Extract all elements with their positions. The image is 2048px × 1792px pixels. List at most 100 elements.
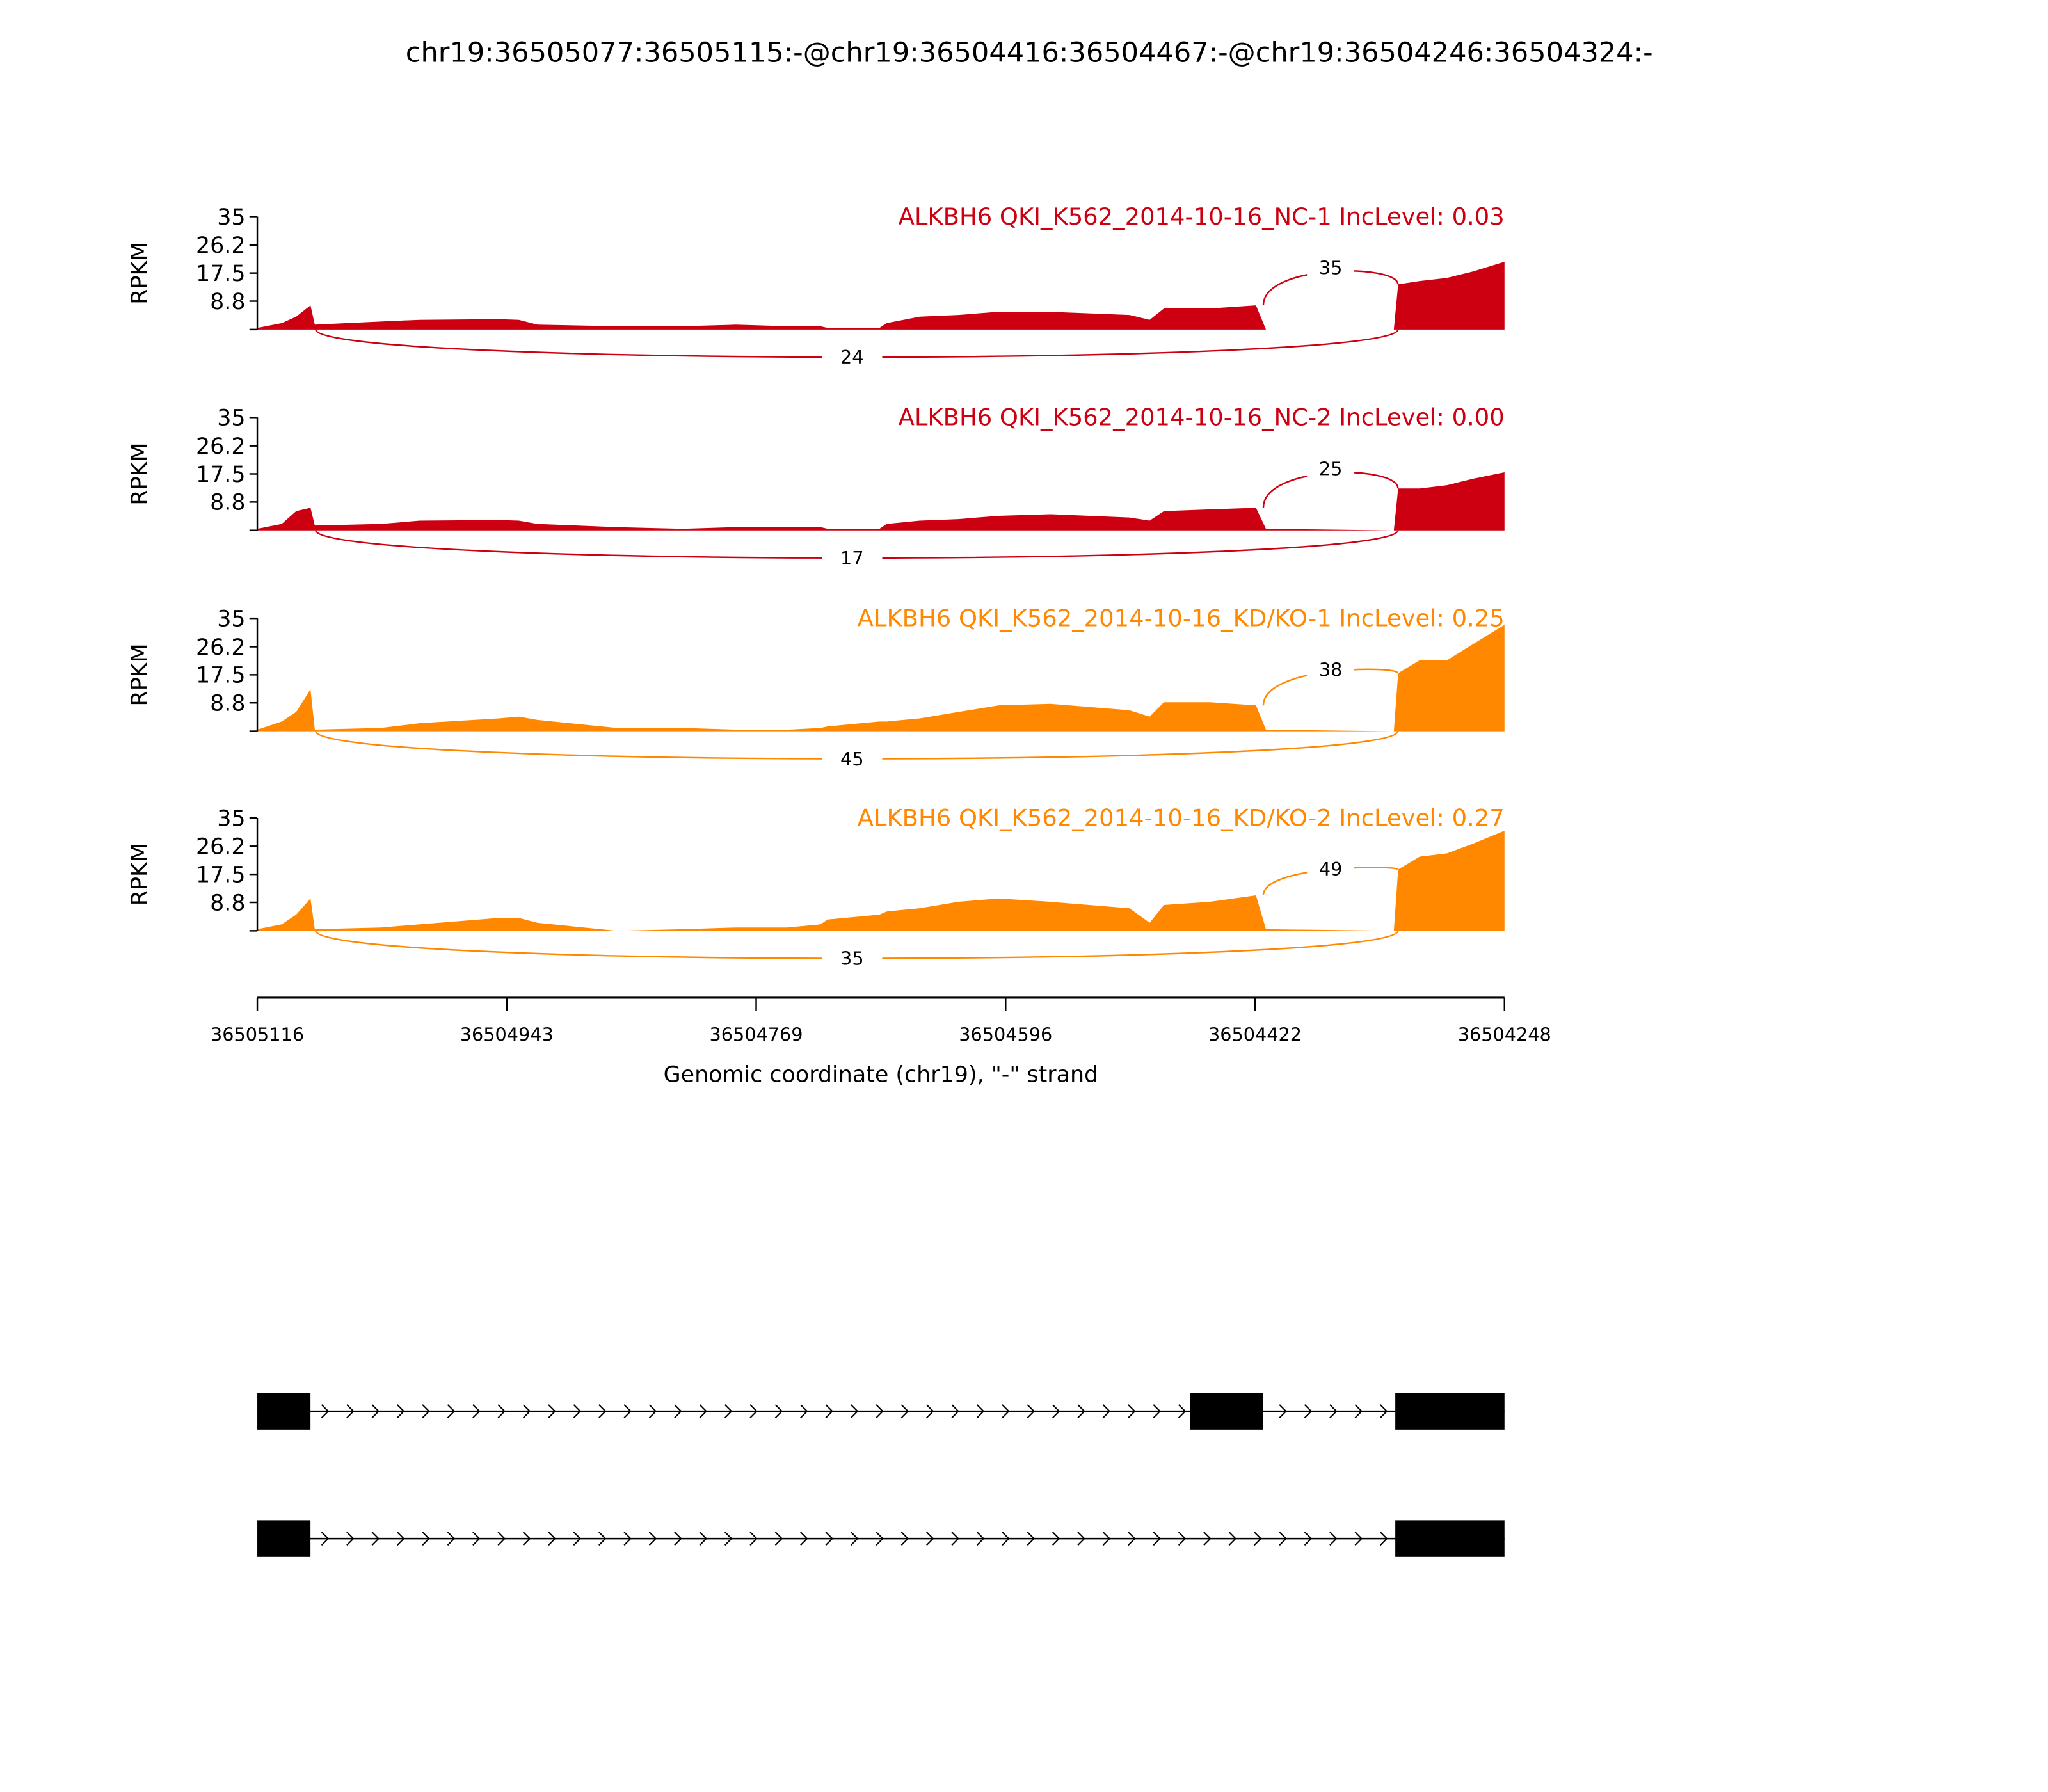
junction-label-bg [822,546,883,570]
y-tick-label: 8.8 [210,691,245,717]
y-axis-label: RPKM [127,442,153,505]
track-label: ALKBH6 QKI_K562_2014-10-16_NC-2 IncLevel… [899,404,1505,431]
strand-arrow-icon [876,1532,884,1546]
y-tick-label: 35 [217,205,245,230]
x-axis: 36505116 36504943 36504769 36504596 36504422… [211,996,1551,1046]
x-tick-label: 36504596 [959,1024,1052,1046]
inclusion-junction-count: 49 [1319,858,1343,880]
strand-arrow-icon [1077,1404,1085,1419]
strand-arrow-icon [346,1532,355,1546]
strand-arrow-icon [1228,1532,1237,1546]
strand-arrow-icon [548,1404,556,1419]
junction-label-bg [1307,854,1355,881]
strand-arrow-icon [749,1404,758,1419]
strand-arrow-icon [1102,1404,1111,1419]
strand-arrow-icon [825,1404,833,1419]
strand-arrow-icon [522,1404,531,1419]
coverage-area [257,262,1505,330]
coverage-area [257,472,1505,531]
strand-arrow-icon [926,1532,934,1546]
y-axis-label: RPKM [127,242,153,305]
strand-arrow-icon [900,1532,909,1546]
x-tick-label: 36504769 [709,1024,803,1046]
inclusion-junction-count: 35 [1319,257,1343,279]
strand-arrow-icon [573,1404,582,1419]
strand-arrow-icon [1077,1532,1085,1546]
strand-arrow-icon [825,1532,833,1546]
x-tick-label: 36505116 [211,1024,304,1046]
y-tick-label: 35 [217,406,245,431]
exon-block [257,1393,311,1430]
skipping-junction-count: 35 [840,948,864,970]
x-axis-label: Genomic coordinate (chr19), "-" strand [664,1062,1099,1087]
strand-arrow-icon [1329,1404,1338,1419]
strand-arrow-icon [976,1532,985,1546]
exon-block [1395,1393,1505,1430]
strand-arrow-icon [472,1404,481,1419]
strand-arrow-icon [850,1532,859,1546]
strand-arrow-icon [346,1404,355,1419]
strand-arrow-icon [422,1404,430,1419]
strand-arrow-icon [699,1404,708,1419]
junction-label-bg [1307,655,1355,682]
strand-arrow-icon [1102,1532,1111,1546]
strand-arrow-icon [1329,1532,1338,1546]
strand-arrow-icon [1178,1532,1187,1546]
strand-arrow-icon [724,1532,733,1546]
strand-arrow-icon [951,1532,959,1546]
y-axis-label: RPKM [127,843,153,906]
strand-arrow-icon [447,1404,456,1419]
gene-model [257,1393,1505,1557]
y-tick-label: 35 [217,606,245,632]
strand-arrow-icon [321,1532,330,1546]
isoform-2 [257,1520,1505,1557]
junction-label-bg [822,345,883,369]
strand-arrow-icon [674,1404,682,1419]
y-axis-label: RPKM [127,643,153,706]
strand-arrow-icon [447,1532,456,1546]
junction-label-bg [1307,253,1355,280]
exon-block [257,1520,311,1557]
strand-arrow-icon [1002,1532,1010,1546]
junction-label-bg [822,946,883,970]
y-tick-label: 8.8 [210,890,245,916]
strand-arrow-icon [699,1532,708,1546]
strand-arrow-icon [497,1404,506,1419]
x-tick-label: 36504248 [1458,1024,1551,1046]
strand-arrow-icon [648,1404,657,1419]
y-tick-label: 26.2 [196,434,246,460]
y-tick-label: 17.5 [196,663,246,689]
strand-arrow-icon [749,1532,758,1546]
skipping-junction-count: 24 [840,346,864,368]
strand-arrow-icon [976,1404,985,1419]
skipping-junction-count: 17 [840,547,864,569]
strand-arrow-icon [497,1532,506,1546]
strand-arrow-icon [800,1532,808,1546]
strand-arrow-icon [598,1404,607,1419]
strand-arrow-icon [1254,1532,1262,1546]
skipping-junction-count: 45 [840,748,864,770]
strand-arrow-icon [1052,1404,1060,1419]
strand-arrow-icon [573,1532,582,1546]
strand-arrow-icon [674,1532,682,1546]
junction-label-bg [822,747,883,771]
strand-arrow-icon [1279,1532,1287,1546]
track-4: 35 26.217.58.8 RPKM ALKBH6 QKI_K562_2014-10… [127,804,1505,970]
coverage-area [257,831,1505,931]
inclusion-junction-count: 25 [1319,458,1343,480]
strand-arrow-icon [1153,1532,1161,1546]
track-1: 35 26.217.58.8 RPKM ALKBH6 QKI_K562_2014-10… [127,203,1505,369]
strand-arrow-icon [1027,1404,1036,1419]
strand-arrow-icon [1027,1532,1036,1546]
strand-arrow-icon [648,1532,657,1546]
track-label: ALKBH6 QKI_K562_2014-10-16_KD/KO-2 IncLe… [858,804,1505,831]
strand-arrow-icon [1379,1532,1388,1546]
y-tick-label: 17.5 [196,261,246,287]
junction-label-bg [1307,454,1355,481]
strand-arrow-icon [850,1404,859,1419]
strand-arrow-icon [900,1404,909,1419]
strand-arrow-icon [951,1404,959,1419]
exon-block [1395,1520,1505,1557]
strand-arrow-icon [371,1532,380,1546]
